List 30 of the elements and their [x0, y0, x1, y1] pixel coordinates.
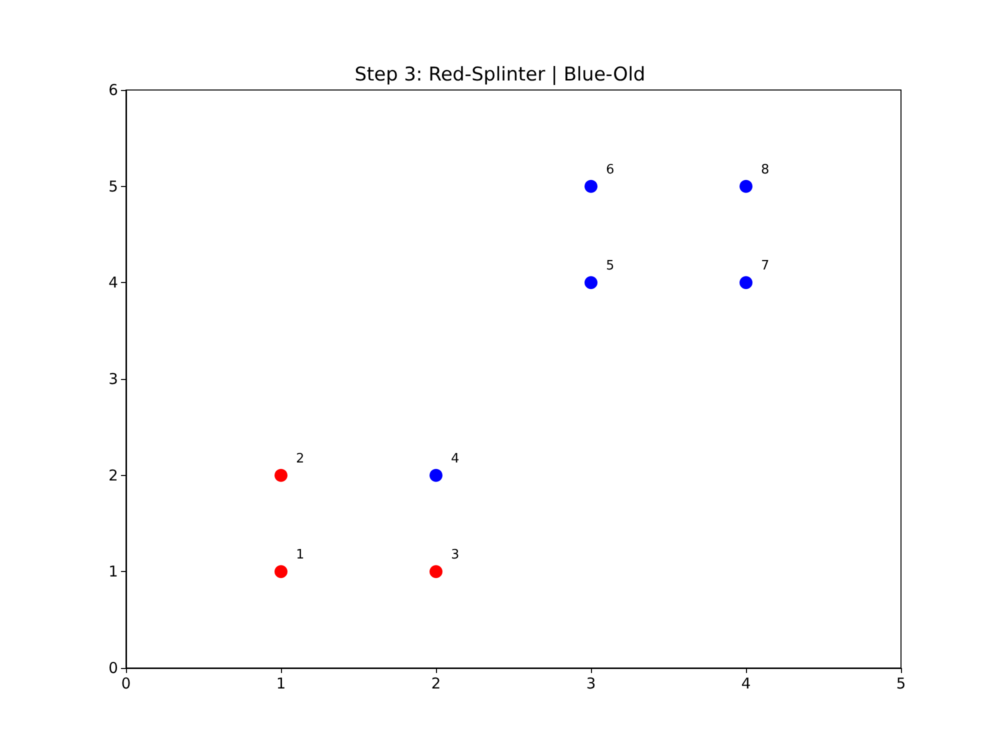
x-tick-label: 4 — [741, 674, 751, 692]
point — [430, 468, 442, 482]
annotation: 5 — [606, 258, 614, 274]
point — [740, 180, 752, 193]
annotation: 8 — [761, 162, 770, 178]
point — [740, 276, 752, 290]
point — [430, 565, 442, 578]
x-tick-label: 1 — [276, 674, 286, 692]
annotation: 3 — [451, 548, 460, 563]
y-tick-label: 0 — [108, 659, 118, 677]
annotation: 2 — [296, 451, 304, 466]
y-tick-label: 4 — [108, 274, 118, 292]
x-tick-label: 2 — [431, 674, 441, 692]
x-tick-label: 5 — [896, 674, 906, 692]
y-tick-label: 3 — [108, 370, 118, 388]
point — [274, 468, 288, 482]
y-tick-label: 6 — [108, 81, 118, 99]
x-tick-label: 0 — [121, 674, 131, 692]
chart-title: Step 3: Red-Splinter | Blue-Old — [354, 64, 646, 86]
annotation: 1 — [296, 548, 304, 563]
annotation: 7 — [761, 258, 770, 274]
x-tick-label: 3 — [586, 674, 596, 692]
point — [584, 180, 598, 193]
annotation: 6 — [606, 162, 614, 178]
y-tick-label: 1 — [108, 562, 118, 581]
annotation: 4 — [451, 451, 460, 466]
point — [584, 276, 598, 290]
point — [274, 565, 288, 578]
y-tick-label: 5 — [108, 177, 118, 196]
y-tick-label: 2 — [108, 466, 118, 484]
